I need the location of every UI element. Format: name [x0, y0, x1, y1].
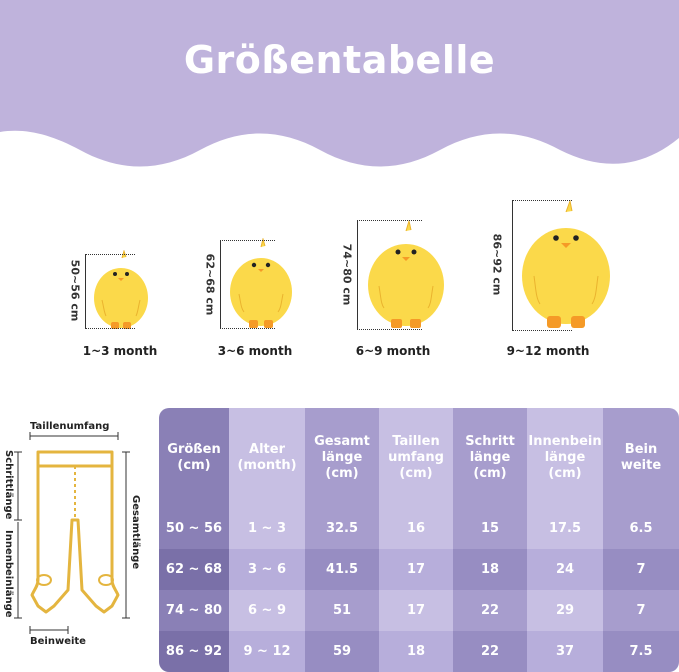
table-cell: 37 — [527, 631, 603, 672]
table-cell: 17.5 — [527, 508, 603, 549]
chick-icon — [94, 250, 148, 329]
header-wave-background — [0, 0, 679, 167]
table-cell: 15 — [453, 508, 527, 549]
table-row: 74 ~ 80 6 ~ 9 51 17 22 29 7 — [159, 590, 679, 631]
table-cell: 41.5 — [305, 549, 379, 590]
size-table: Größen (cm) Alter (month) Gesamt länge (cm) … — [159, 408, 679, 672]
chick-range-label: 74~80 cm — [340, 243, 354, 306]
table-cell: 3 ~ 6 — [229, 549, 305, 590]
waist-label: Taillenumfang — [30, 421, 110, 432]
chick-range-label: 50~56 cm — [68, 259, 82, 322]
chick-icon — [230, 238, 292, 328]
chick-month-label: 1~3 month — [82, 344, 158, 358]
table-cell: 7.5 — [603, 631, 679, 672]
chick-range-label: 62~68 cm — [203, 253, 217, 316]
table-cell: 16 — [379, 508, 453, 549]
table-cell: 62 ~ 68 — [159, 549, 229, 590]
table-cell: 18 — [453, 549, 527, 590]
table-header-cell: Taillen umfang (cm) — [379, 408, 453, 508]
chick-icon — [368, 220, 444, 328]
table-header-cell: Schritt länge (cm) — [453, 408, 527, 508]
table-cell: 17 — [379, 590, 453, 631]
table-header-cell: Gesamt länge (cm) — [305, 408, 379, 508]
chick-range-label: 86~92 cm — [490, 233, 504, 296]
table-header-cell: Alter (month) — [229, 408, 305, 508]
table-cell: 32.5 — [305, 508, 379, 549]
table-cell: 1 ~ 3 — [229, 508, 305, 549]
chick-month-label: 6~9 month — [355, 344, 431, 358]
table-cell: 22 — [453, 590, 527, 631]
table-row: 62 ~ 68 3 ~ 6 41.5 17 18 24 7 — [159, 549, 679, 590]
table-cell: 17 — [379, 549, 453, 590]
pants-icon — [14, 432, 130, 634]
page-title: Größentabelle — [183, 38, 496, 82]
table-cell: 50 ~ 56 — [159, 508, 229, 549]
table-cell: 6 ~ 9 — [229, 590, 305, 631]
table-row: 50 ~ 56 1 ~ 3 32.5 16 15 17.5 6.5 — [159, 508, 679, 549]
table-header-row: Größen (cm) Alter (month) Gesamt länge (cm) … — [159, 408, 679, 508]
chick-icon — [522, 200, 610, 328]
chick-month-label: 3~6 month — [217, 344, 293, 358]
table-cell: 7 — [603, 549, 679, 590]
table-cell: 74 ~ 80 — [159, 590, 229, 631]
table-cell: 7 — [603, 590, 679, 631]
inseam-label: Schrittlänge — [3, 450, 14, 520]
table-cell: 24 — [527, 549, 603, 590]
chick-month-label: 9~12 month — [506, 344, 590, 358]
table-header-cell: Größen (cm) — [159, 408, 229, 508]
table-cell: 29 — [527, 590, 603, 631]
table-cell: 51 — [305, 590, 379, 631]
inner-leg-label: Innenbeinlänge — [3, 530, 14, 618]
table-header-cell: Bein weite — [603, 408, 679, 508]
table-cell: 86 ~ 92 — [159, 631, 229, 672]
table-cell: 18 — [379, 631, 453, 672]
leg-width-label: Beinweite — [30, 636, 86, 647]
total-length-label: Gesamtlänge — [130, 495, 141, 570]
table-cell: 6.5 — [603, 508, 679, 549]
table-cell: 9 ~ 12 — [229, 631, 305, 672]
table-header-cell: Innenbein länge (cm) — [527, 408, 603, 508]
table-row: 86 ~ 92 9 ~ 12 59 18 22 37 7.5 — [159, 631, 679, 672]
table-cell: 22 — [453, 631, 527, 672]
table-cell: 59 — [305, 631, 379, 672]
